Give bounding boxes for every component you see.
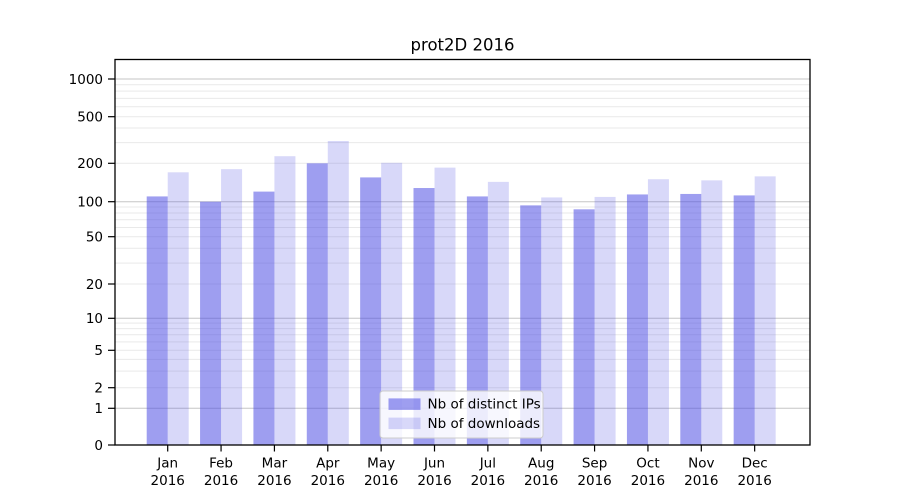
legend-box (379, 390, 544, 439)
bar-jan-downloads (167, 172, 189, 445)
bar-mar-distinct-ips (253, 191, 275, 445)
y-tick-label-100: 100 (77, 194, 103, 210)
x-tick-month-feb: Feb (209, 456, 233, 472)
y-tick-label-1: 1 (94, 401, 103, 417)
x-tick-year-dec: 2016 (737, 473, 771, 489)
x-tick-year-aug: 2016 (524, 473, 558, 489)
x-tick-month-sep: Sep (582, 456, 607, 472)
y-tick-label-500: 500 (77, 109, 103, 125)
bar-jan-distinct-ips (146, 196, 168, 445)
x-tick-month-jul: Jul (479, 456, 496, 472)
y-tick-label-1000: 1000 (69, 72, 103, 88)
bar-jul-downloads (487, 181, 509, 446)
x-tick-year-mar: 2016 (257, 473, 291, 489)
y-tick-label-2: 2 (94, 380, 103, 396)
x-tick-year-may: 2016 (364, 473, 398, 489)
chart-title: prot2D 2016 (411, 36, 515, 55)
bar-mar-downloads (274, 156, 296, 446)
bars (146, 141, 776, 446)
x-tick-year-feb: 2016 (204, 473, 238, 489)
x-tick-month-oct: Oct (636, 456, 659, 472)
x-tick-year-sep: 2016 (577, 473, 611, 489)
x-tick-month-aug: Aug (528, 456, 554, 472)
x-tick-month-dec: Dec (742, 456, 768, 472)
bar-jul-distinct-ips (466, 196, 488, 445)
bar-feb-downloads (221, 169, 243, 446)
y-tick-label-10: 10 (86, 311, 103, 327)
bar-apr-distinct-ips (306, 163, 328, 446)
x-tick-month-may: May (367, 456, 395, 472)
legend-label-distinct-ips: Nb of distinct IPs (428, 397, 541, 413)
bar-jun-downloads (434, 167, 456, 446)
bar-dec-downloads (754, 176, 776, 446)
bar-nov-downloads (701, 180, 723, 445)
x-tick-month-jun: Jun (423, 456, 445, 472)
y-tick-label-20: 20 (86, 277, 103, 293)
y-tick-label-50: 50 (86, 229, 103, 245)
bar-apr-downloads (327, 141, 349, 445)
x-tick-month-mar: Mar (262, 456, 288, 472)
legend-swatch-downloads (388, 417, 421, 430)
x-tick-month-jan: Jan (156, 456, 178, 472)
bar-may-downloads (381, 162, 403, 446)
bar-sep-distinct-ips (573, 209, 595, 445)
x-tick-year-nov: 2016 (684, 473, 718, 489)
x-axis: Jan2016Feb2016Mar2016Apr2016May2016Jun20… (151, 445, 772, 489)
y-tick-label-200: 200 (77, 156, 103, 172)
legend-label-downloads: Nb of downloads (428, 416, 541, 432)
bar-feb-distinct-ips (200, 201, 222, 445)
bar-oct-downloads (647, 179, 669, 446)
bar-aug-distinct-ips (520, 205, 542, 445)
x-tick-year-jun: 2016 (417, 473, 451, 489)
bar-dec-distinct-ips (733, 195, 755, 445)
x-tick-year-apr: 2016 (311, 473, 345, 489)
bar-oct-distinct-ips (626, 194, 648, 445)
bar-jun-distinct-ips (413, 188, 435, 445)
bar-aug-downloads (541, 197, 563, 445)
y-tick-label-5: 5 (94, 343, 103, 359)
bar-may-distinct-ips (360, 177, 382, 445)
bar-nov-distinct-ips (680, 193, 702, 445)
y-axis: 0 1 2 5 10 20 50 100 200 500 1000 (69, 72, 115, 454)
x-tick-year-jul: 2016 (471, 473, 505, 489)
bar-sep-downloads (594, 196, 616, 445)
legend-swatch-distinct-ips (388, 398, 421, 410)
x-tick-year-jan: 2016 (151, 473, 185, 489)
y-tick-label-0: 0 (94, 438, 103, 454)
plot-border (114, 58, 811, 446)
legend: Nb of distinct IPs Nb of downloads (379, 390, 544, 439)
x-tick-year-oct: 2016 (631, 473, 665, 489)
x-tick-month-apr: Apr (316, 456, 340, 472)
x-tick-month-nov: Nov (688, 456, 714, 472)
